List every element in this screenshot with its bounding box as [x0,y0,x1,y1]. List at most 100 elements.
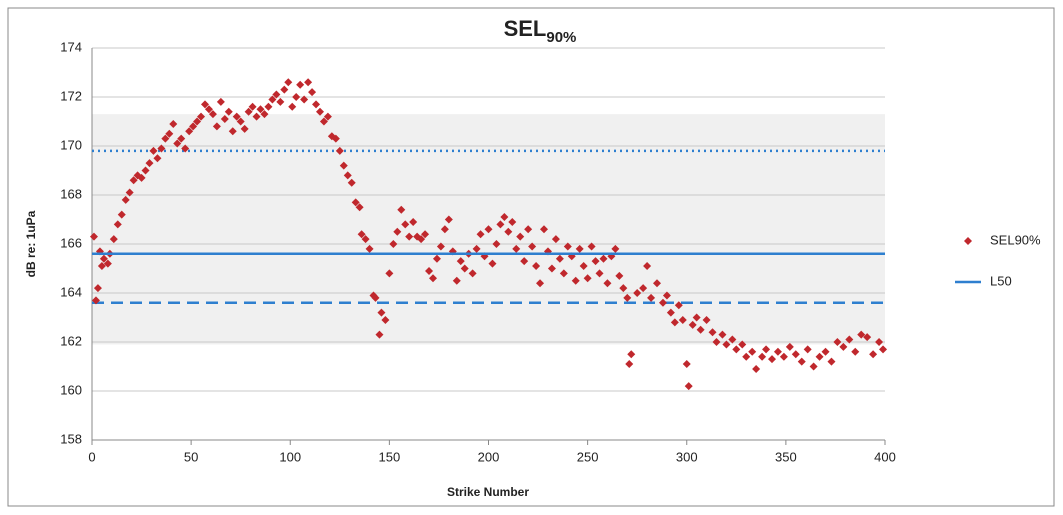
point [670,318,679,327]
point [401,220,410,229]
point [375,330,384,339]
point [879,345,888,354]
point [839,342,848,351]
x-tick-label: 0 [88,449,95,464]
point [189,122,198,131]
point [684,382,693,391]
point [696,325,705,334]
point [432,254,441,263]
y-tick-label: 168 [60,186,82,201]
point [748,347,757,356]
point [220,115,229,124]
point [623,293,632,302]
point [284,78,293,87]
point [343,171,352,180]
point [708,328,717,337]
point [712,338,721,346]
x-tick-label: 200 [478,449,500,464]
point [563,242,572,251]
point [821,347,830,356]
point [197,112,206,121]
point [869,350,878,359]
point [571,276,580,285]
title-subscript: 90% [546,29,576,46]
point [456,257,465,266]
point [666,308,675,317]
point [702,315,711,324]
point [555,254,564,263]
point [678,315,687,324]
point [851,347,860,356]
y-tick-label: 170 [60,137,82,152]
y-tick-label: 162 [60,333,82,348]
point [468,269,477,278]
point [312,100,321,109]
point [809,362,818,371]
point [117,210,126,219]
point [409,217,418,226]
point [268,95,277,104]
point [357,230,366,239]
point [857,330,866,339]
point [773,347,782,356]
point [165,129,174,138]
point [308,88,317,97]
point [417,235,426,244]
point [371,293,380,302]
point [244,107,253,116]
x-tick-label: 100 [279,449,301,464]
point [256,105,265,114]
y-axis-label: dB re: 1uPa [24,210,38,277]
x-tick-label: 300 [676,449,698,464]
point [355,203,364,212]
y-tick-label: 164 [60,284,82,299]
point [591,257,600,266]
point [292,93,301,101]
point [169,119,178,128]
point [425,266,434,275]
point [240,124,249,133]
point [551,235,560,244]
point [381,315,390,324]
point [653,279,662,288]
point [129,176,138,185]
point [619,284,628,293]
point [682,360,691,369]
point [797,357,806,366]
point [137,173,146,182]
point [496,220,505,229]
point [212,122,221,131]
point [603,279,612,288]
point [444,215,453,224]
point [89,232,98,241]
point [149,146,158,155]
point [177,134,186,143]
point [252,112,261,121]
y-tick-label: 160 [60,382,82,397]
point [767,355,776,364]
point [236,117,245,126]
point [224,107,233,116]
point [779,352,788,361]
point [232,112,241,121]
point [113,220,122,229]
point [405,232,414,241]
point [335,146,344,155]
point [728,335,737,344]
point [351,198,360,207]
x-tick-label: 150 [379,449,401,464]
point [296,80,305,89]
point [540,225,549,234]
point [625,360,634,369]
point [512,244,521,253]
legend-marker [964,237,972,245]
point [204,105,213,114]
point [738,340,747,349]
point [280,85,289,94]
point [508,217,517,226]
point [658,298,667,307]
point [339,161,348,170]
point [193,117,202,126]
point [91,296,100,305]
